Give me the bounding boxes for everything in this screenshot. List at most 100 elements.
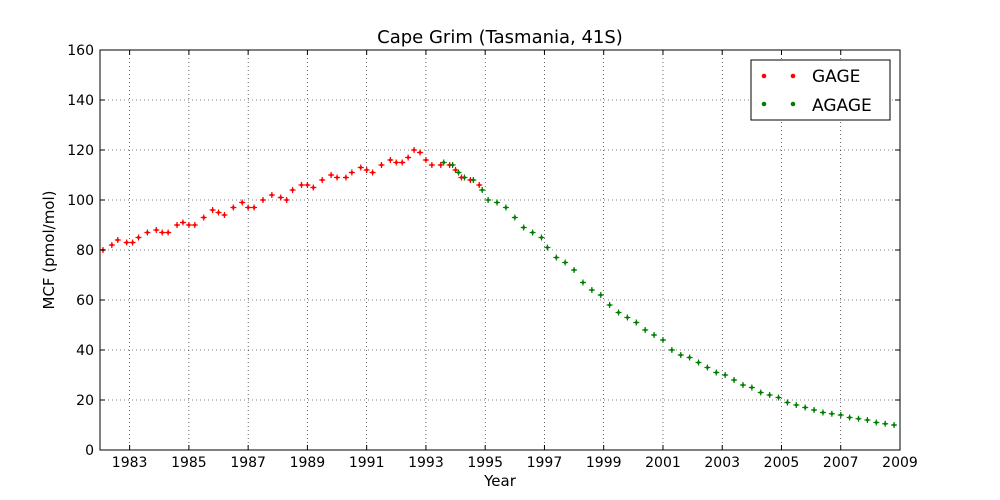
data-point — [606, 302, 613, 308]
data-point — [562, 259, 569, 266]
data-point — [328, 172, 335, 178]
data-point — [553, 254, 560, 261]
data-point — [828, 410, 835, 417]
data-point — [651, 332, 658, 338]
data-point — [334, 174, 341, 181]
data-point — [470, 177, 477, 183]
data-point — [494, 199, 501, 206]
data-point — [268, 192, 275, 198]
legend-label-agage: AGAGE — [812, 96, 872, 116]
x-tick-label: 1989 — [290, 455, 326, 471]
data-point — [174, 222, 181, 228]
data-point — [659, 337, 666, 343]
y-tick-label: 40 — [76, 343, 94, 359]
data-point — [440, 159, 447, 166]
x-tick-label: 1995 — [467, 455, 503, 471]
data-point — [642, 327, 649, 333]
data-point — [135, 234, 142, 241]
data-point — [668, 347, 675, 353]
data-point — [153, 227, 160, 233]
y-tick-label: 20 — [76, 393, 94, 409]
data-point — [378, 162, 385, 168]
data-point — [529, 229, 536, 236]
legend-frame — [750, 59, 891, 121]
data-point — [811, 407, 818, 413]
data-point — [739, 382, 746, 388]
x-tick-label: 1991 — [349, 455, 385, 471]
y-tick-label: 80 — [76, 243, 94, 259]
y-tick-label: 0 — [85, 443, 94, 459]
data-point — [114, 237, 121, 243]
data-point — [748, 384, 755, 391]
data-point — [405, 154, 412, 161]
x-tick-label: 1993 — [408, 455, 444, 471]
data-point — [289, 187, 296, 193]
data-point — [802, 404, 809, 411]
data-point — [891, 422, 898, 428]
data-point — [209, 207, 216, 213]
data-point — [704, 364, 711, 371]
data-point — [348, 169, 355, 176]
data-point — [277, 194, 284, 201]
x-tick-label: 2003 — [704, 455, 740, 471]
x-tick-label: 2007 — [823, 455, 859, 471]
data-point — [713, 369, 720, 376]
data-point — [449, 162, 456, 168]
x-tick-label: 1997 — [527, 455, 563, 471]
data-point — [766, 392, 773, 398]
data-point — [485, 197, 492, 203]
data-point — [502, 204, 509, 211]
data-point — [259, 197, 266, 203]
x-tick-label: 1987 — [230, 455, 266, 471]
x-tick-label: 2009 — [882, 455, 918, 471]
chart-title: Cape Grim (Tasmania, 41S) — [377, 27, 623, 48]
data-point — [544, 244, 551, 251]
data-point — [123, 239, 130, 246]
data-point — [108, 242, 115, 248]
data-point — [200, 214, 207, 221]
legend-marker-gage-1 — [761, 73, 767, 79]
data-point — [159, 229, 166, 236]
data-point — [633, 319, 640, 326]
data-point — [461, 174, 468, 181]
x-tick-label: 1985 — [171, 455, 207, 471]
data-point — [428, 162, 435, 168]
x-tick-label: 2005 — [764, 455, 800, 471]
x-axis-label: Year — [483, 472, 517, 490]
data-point — [251, 204, 258, 211]
data-point — [191, 222, 198, 228]
x-tick-label: 2001 — [645, 455, 681, 471]
data-point — [319, 177, 326, 183]
data-point — [855, 415, 862, 422]
data-point — [298, 182, 305, 188]
data-point — [882, 420, 889, 427]
x-tick-label: 1999 — [586, 455, 622, 471]
legend-label-gage: GAGE — [812, 67, 860, 87]
data-point — [363, 167, 370, 173]
data-point — [520, 224, 527, 231]
data-point — [310, 184, 317, 191]
data-point — [819, 409, 826, 416]
data-point — [129, 239, 136, 246]
data-point — [571, 267, 578, 273]
data-point — [369, 169, 376, 176]
data-point — [864, 417, 871, 423]
data-point — [417, 149, 423, 156]
data-point — [245, 204, 252, 211]
data-point — [476, 182, 483, 188]
data-point — [387, 157, 394, 163]
data-point — [837, 412, 844, 418]
data-point — [793, 402, 800, 408]
data-point — [538, 234, 545, 241]
y-tick-label: 160 — [67, 43, 94, 59]
data-point — [775, 394, 782, 401]
data-point — [511, 214, 518, 221]
data-point — [215, 209, 222, 216]
data-point — [437, 162, 444, 168]
data-point — [399, 159, 406, 166]
data-point — [615, 309, 622, 316]
series-layer — [99, 147, 898, 428]
data-point — [393, 159, 400, 166]
data-point — [695, 359, 702, 366]
data-point — [221, 212, 228, 218]
